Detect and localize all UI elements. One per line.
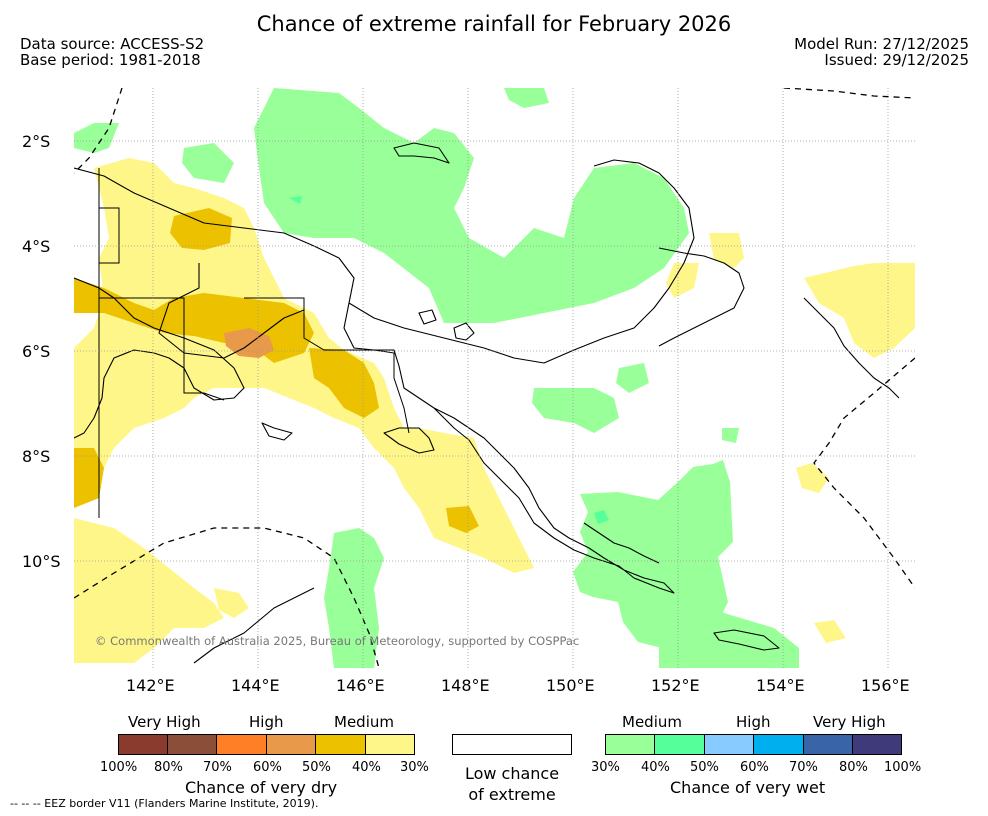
lat-label: 8°S: [22, 447, 51, 466]
wet-level-high: High: [736, 713, 771, 731]
low-chance-swatch: [452, 734, 572, 755]
dry-level-very-high: Very High: [128, 713, 201, 731]
dry-pct: 40%: [352, 760, 381, 775]
dry-pct: 80%: [154, 760, 183, 775]
wet-pct: 70%: [789, 760, 818, 775]
dry-pct: 30%: [400, 760, 429, 775]
coastlines: [74, 142, 900, 664]
lon-label: 150°E: [546, 676, 595, 695]
wet-pct: 50%: [690, 760, 719, 775]
lat-label: 6°S: [22, 342, 51, 361]
dry-pct: 60%: [253, 760, 282, 775]
eez-border: [74, 88, 915, 668]
copyright-notice: © Commonwealth of Australia 2025, Bureau…: [95, 634, 580, 648]
lon-label: 146°E: [336, 676, 385, 695]
base-period: Base period: 1981-2018: [20, 51, 201, 69]
data-source: Data source: ACCESS-S2: [20, 35, 205, 53]
dry-swatch-4: [266, 734, 316, 755]
dry-swatch-6: [365, 734, 415, 755]
map-title: Chance of extreme rainfall for February …: [256, 12, 732, 36]
wet-pct: 60%: [740, 760, 769, 775]
wet-swatch-6: [852, 734, 902, 755]
dry-regions-30: [74, 158, 915, 663]
low-chance-caption-2: of extreme: [468, 785, 556, 804]
dry-swatch-1: [118, 734, 168, 755]
wet-medium-high: [289, 196, 609, 524]
wet-swatch-1: [605, 734, 655, 755]
wet-swatch-2: [654, 734, 705, 755]
eez-note: -- -- -- EEZ border V11 (Flanders Marine…: [10, 797, 319, 810]
rainfall-map: © Commonwealth of Australia 2025, Bureau…: [74, 88, 915, 668]
dry-pct: 70%: [203, 760, 232, 775]
dry-swatch-3: [216, 734, 267, 755]
wet-swatch-4: [753, 734, 804, 755]
lat-label: 4°S: [22, 237, 51, 256]
issued-date: Issued: 29/12/2025: [824, 51, 969, 69]
grid-lines: [74, 88, 915, 668]
lon-label: 154°E: [756, 676, 805, 695]
wet-pct: 80%: [839, 760, 868, 775]
wet-pct: 40%: [641, 760, 670, 775]
model-run: Model Run: 27/12/2025: [794, 35, 969, 53]
lon-label: 148°E: [441, 676, 490, 695]
lon-label: 156°E: [861, 676, 910, 695]
dry-level-medium: Medium: [334, 713, 394, 731]
wet-pct: 100%: [884, 760, 922, 775]
wet-level-very-high: Very High: [813, 713, 886, 731]
dry-pct: 50%: [302, 760, 331, 775]
dry-caption: Chance of very dry: [185, 778, 338, 797]
dry-level-high: High: [249, 713, 284, 731]
lon-label: 152°E: [651, 676, 700, 695]
dry-swatch-5: [315, 734, 366, 755]
wet-level-medium: Medium: [622, 713, 682, 731]
lon-label: 144°E: [231, 676, 280, 695]
border-lines: [98, 168, 410, 518]
dry-swatch-2: [167, 734, 217, 755]
lat-label: 2°S: [22, 132, 51, 151]
low-chance-caption-1: Low chance: [464, 764, 560, 783]
lat-label: 10°S: [22, 552, 61, 571]
lon-label: 142°E: [126, 676, 175, 695]
wet-swatch-5: [803, 734, 853, 755]
wet-caption: Chance of very wet: [670, 778, 826, 797]
wet-swatch-3: [704, 734, 754, 755]
dry-pct: 100%: [100, 760, 138, 775]
wet-pct: 30%: [591, 760, 620, 775]
